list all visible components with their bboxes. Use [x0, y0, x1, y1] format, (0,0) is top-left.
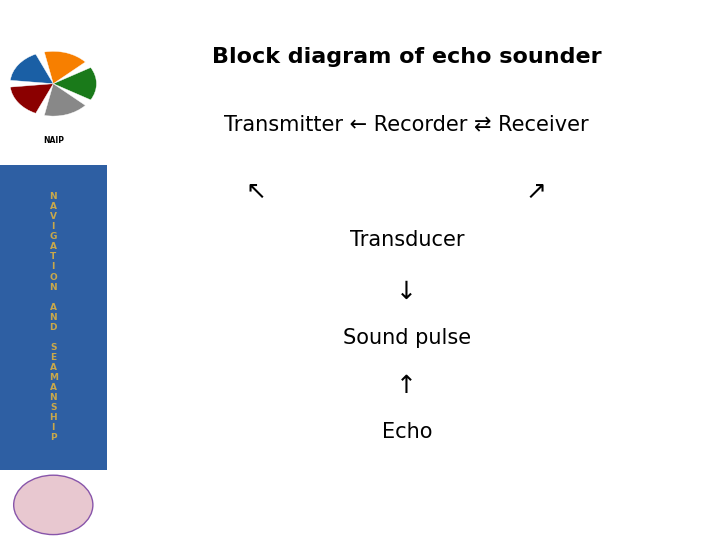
Text: Transducer: Transducer	[349, 230, 464, 251]
Text: Transmitter ← Recorder ⇄ Receiver: Transmitter ← Recorder ⇄ Receiver	[225, 114, 589, 134]
Text: ↓: ↓	[396, 280, 418, 303]
Text: NAIP: NAIP	[42, 136, 64, 145]
Text: N
A
V
I
G
A
T
I
O
N
 
A
N
D
 
S
E
A
M
A
N
S
H
I
P: N A V I G A T I O N A N D S E A M A N S …	[49, 192, 58, 442]
Text: ↖: ↖	[245, 180, 266, 204]
Text: Sound pulse: Sound pulse	[343, 327, 471, 348]
Text: ↑: ↑	[396, 374, 418, 398]
Text: Echo: Echo	[382, 422, 432, 442]
Text: ↗: ↗	[526, 180, 547, 204]
Text: Block diagram of echo sounder: Block diagram of echo sounder	[212, 46, 602, 67]
